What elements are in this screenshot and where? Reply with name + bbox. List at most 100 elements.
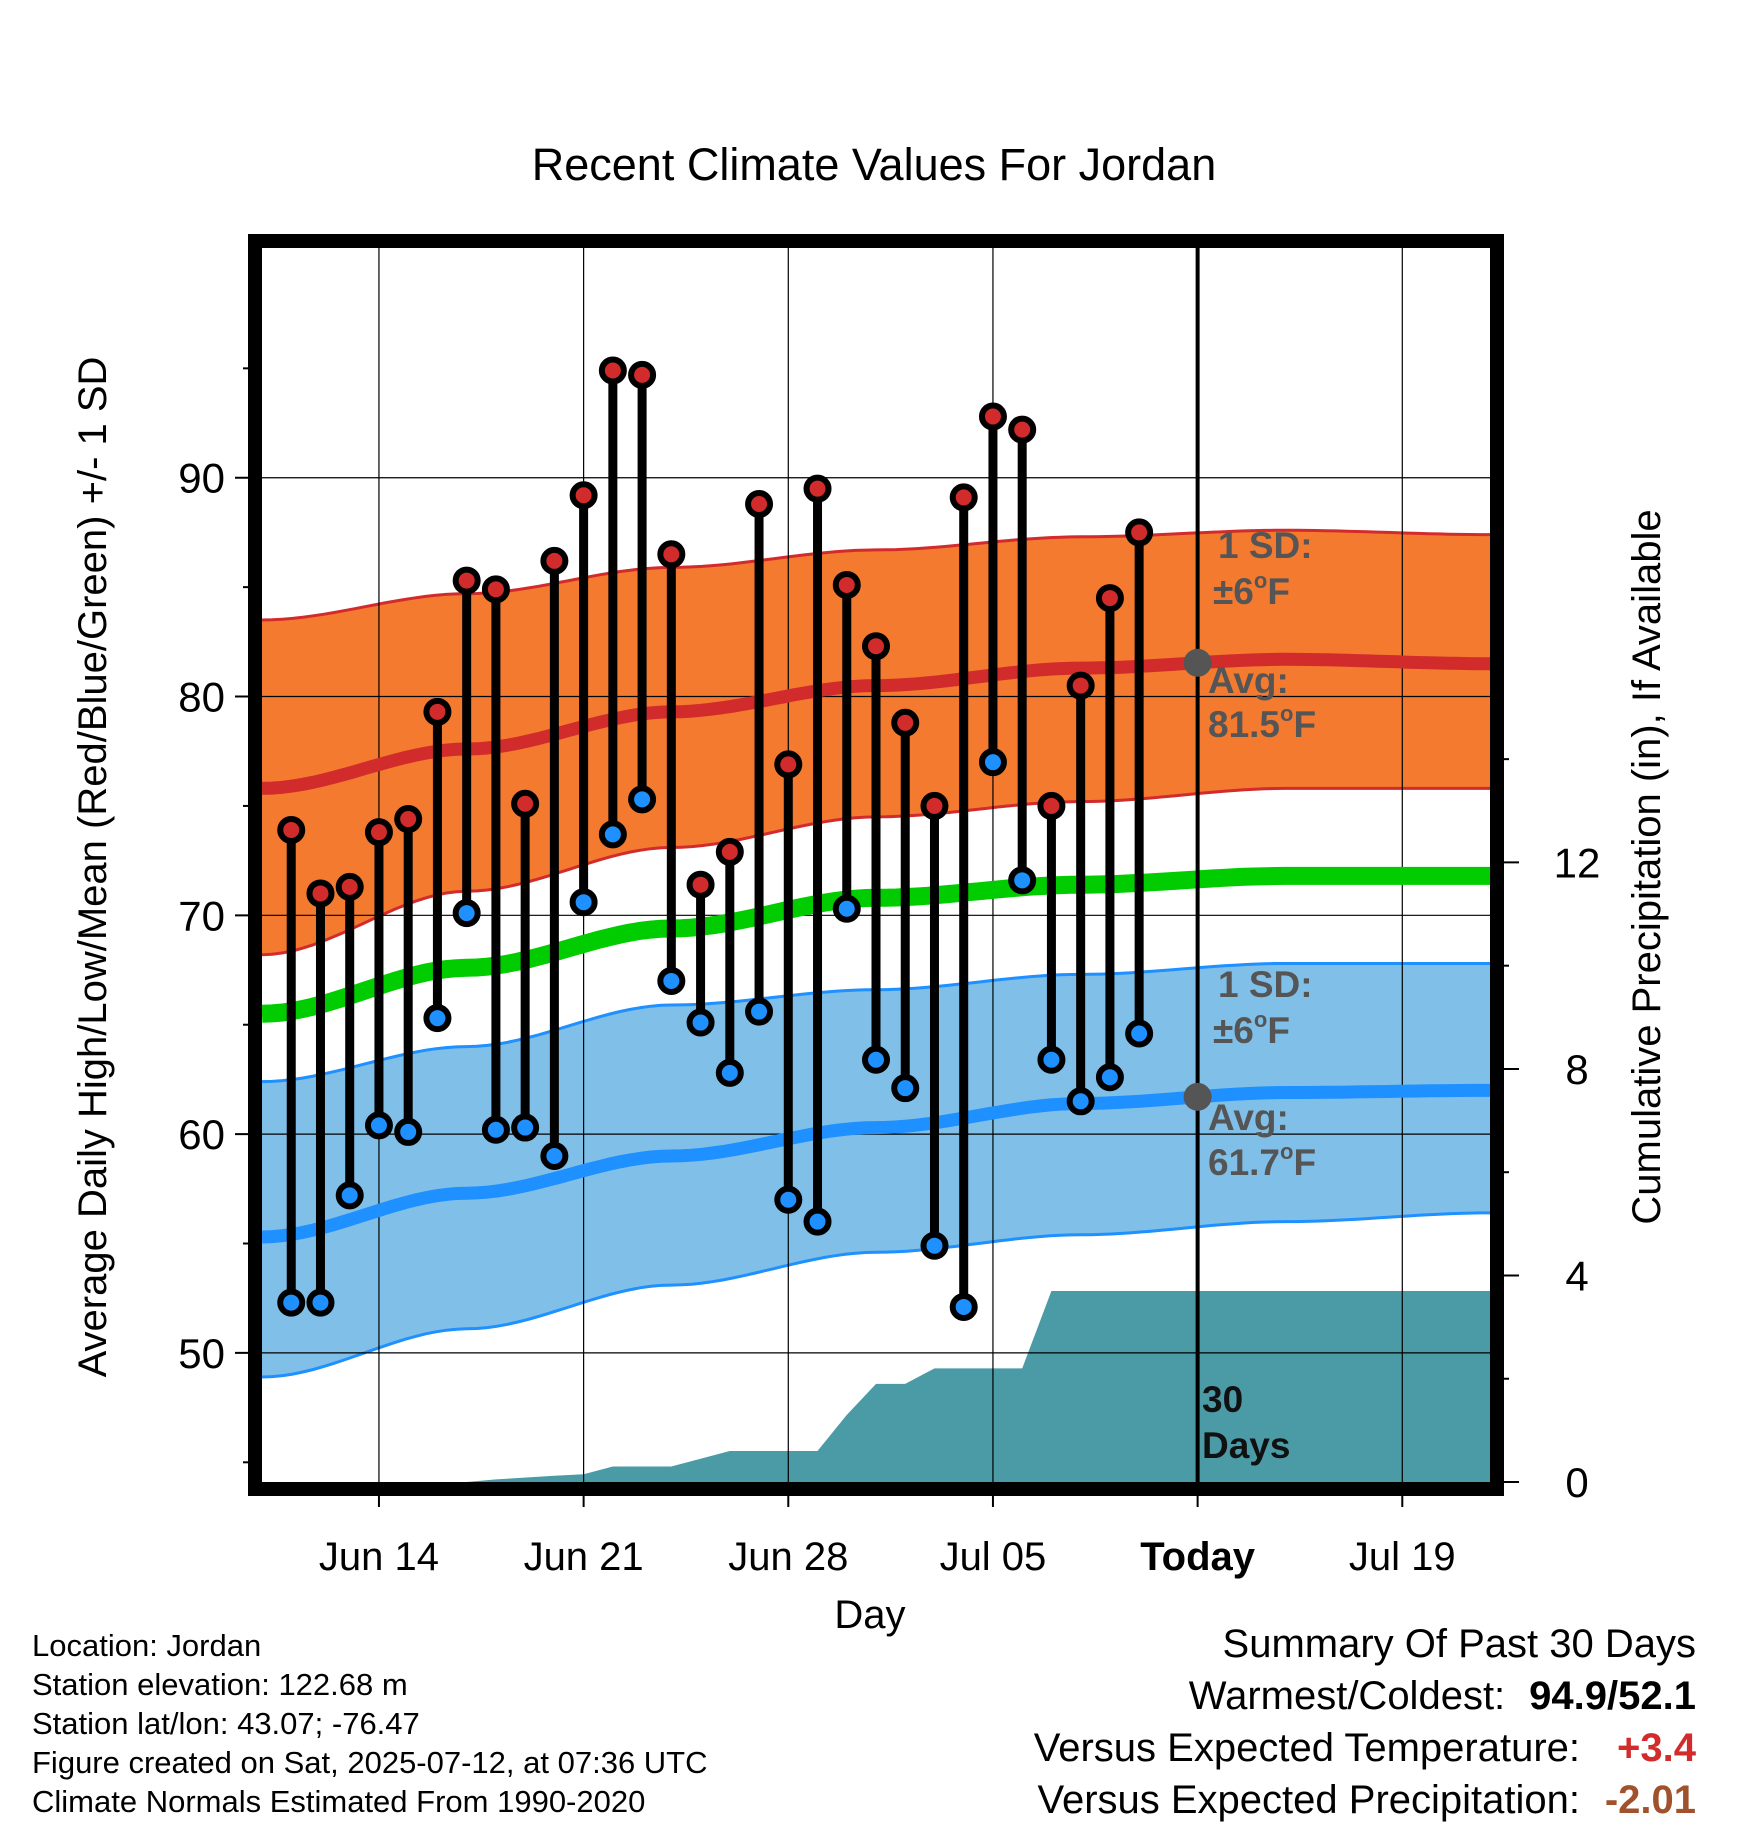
location-text: Location: Jordan [32,1628,262,1663]
annotations: 1 SD: ±6oF Avg: 81.5oF 1 SD: ±6oF Avg: 6… [1202,525,1316,1466]
daily-low-point [1066,1087,1095,1116]
x-tick-label: Jun 28 [728,1535,848,1579]
low-sd-band [262,963,1490,1377]
x-tick-label: Jul 19 [1349,1535,1456,1579]
high-sd-value: ±6oF [1213,568,1290,612]
daily-low-point [774,1185,803,1214]
daily-high-point [774,750,803,779]
created-text: Figure created on Sat, 2025-07-12, at 07… [32,1745,708,1780]
daily-high-point [452,566,481,595]
daily-low-point [540,1141,569,1170]
daily-low-point [1095,1063,1124,1092]
daily-high-point [978,402,1007,431]
y-axis-label-right: Cumulative Precipitation (in), If Availa… [1625,509,1669,1224]
daily-low-point [715,1058,744,1087]
daily-high-point [832,570,861,599]
precip-label: Versus Expected Precipitation: [1037,1778,1580,1822]
normals-text: Climate Normals Estimated From 1990-2020 [32,1784,646,1819]
daily-high-point [628,360,657,389]
y-tick-label: 50 [178,1330,225,1377]
plot-area: 50 60 70 80 90 0 4 8 12 Jun 14 Jun 21 Jun 28 Jul 05 T… [178,234,1601,1579]
daily-low-point [657,966,686,995]
daily-low-point [686,1008,715,1037]
low-sd-value: ±6oF [1213,1007,1290,1051]
daily-high-point [423,697,452,726]
low-avg-value: 61.7oF [1208,1139,1316,1183]
precip-value: -2.01 [1604,1778,1696,1822]
daily-low-point [364,1111,393,1140]
x-axis-label: Day [834,1593,905,1637]
x-tick-label: Jun 21 [524,1535,644,1579]
summary-warmest-coldest: Warmest/Coldest: 94.9/52.1 [1034,1670,1696,1722]
temp-value: +3.4 [1617,1726,1696,1770]
daily-high-point [540,546,569,575]
daily-low-point [481,1115,510,1144]
daily-low-point [306,1288,335,1317]
x-tick-label: Today [1140,1535,1256,1579]
daily-low-point [1125,1019,1154,1048]
y2-tick-label: 4 [1565,1252,1588,1299]
x-tick-label: Jul 05 [940,1535,1047,1579]
daily-low-point [949,1292,978,1321]
daily-low-point [277,1288,306,1317]
y-tick-label: 60 [178,1111,225,1158]
daily-low-point [628,785,657,814]
y2-tick-label: 0 [1565,1459,1588,1506]
daily-low-point [745,997,774,1026]
daily-high-point [569,481,598,510]
daily-high-point [1066,671,1095,700]
daily-high-point [715,837,744,866]
daily-low-point [335,1181,364,1210]
today-low-avg-marker [1183,1082,1212,1111]
daily-high-point [394,805,423,834]
daily-low-point [394,1117,423,1146]
daily-high-point [920,791,949,820]
daily-high-point [1095,584,1124,613]
summary-temperature: Versus Expected Temperature: +3.4 [1034,1722,1696,1774]
daily-low-point [891,1074,920,1103]
daily-low-point [803,1207,832,1236]
x-tick-label: Jun 14 [319,1535,439,1579]
daily-low-point [452,899,481,928]
low-normal-line [262,1083,1490,1244]
daily-high-point [598,356,627,385]
daily-high-point [949,483,978,512]
low-band-lower-edge [262,1211,1490,1379]
daily-high-point [511,789,540,818]
daily-high-point [657,540,686,569]
low-avg-label: Avg: [1208,1097,1289,1138]
high-sd-label: 1 SD: [1218,525,1313,566]
daily-low-point [862,1045,890,1074]
station-info: Location: Jordan Station elevation: 122.… [32,1626,708,1821]
summary-precipitation: Versus Expected Precipitation: -2.01 [1034,1774,1696,1826]
y-tick-label: 90 [178,455,225,502]
daily-high-point [862,632,890,661]
y2-tick-label: 12 [1554,839,1601,886]
high-avg-label: Avg: [1208,660,1289,701]
daily-low-point [1008,866,1037,895]
warmest-coldest-label: Warmest/Coldest: [1188,1674,1506,1718]
high-avg-value: 81.5oF [1208,701,1316,745]
daily-low-point [978,748,1007,777]
today-high-avg-marker [1183,648,1212,677]
summary-panel: Summary Of Past 30 Days Warmest/Coldest:… [1034,1618,1696,1826]
daily-high-point [1125,518,1154,547]
daily-low-point [832,894,861,923]
elevation-text: Station elevation: 122.68 m [32,1667,408,1702]
daily-high-point [891,708,920,737]
daily-high-point [277,815,306,844]
chart-title: Recent Climate Values For Jordan [532,139,1216,190]
plot-clipped [262,248,1490,1482]
low-sd-label: 1 SD: [1218,964,1313,1005]
precipitation-area [262,1291,1490,1482]
daily-low-point [598,820,627,849]
days-label-number: 30 [1202,1379,1243,1420]
latlon-text: Station lat/lon: 43.07; -76.47 [32,1706,420,1741]
daily-high-point [686,870,715,899]
daily-low-point [1037,1045,1066,1074]
y-axis-label-left: Average Daily High/Low/Mean (Red/Blue/Gr… [71,357,115,1378]
daily-low-point [423,1004,452,1033]
daily-high-point [306,879,335,908]
daily-high-point [335,872,364,901]
